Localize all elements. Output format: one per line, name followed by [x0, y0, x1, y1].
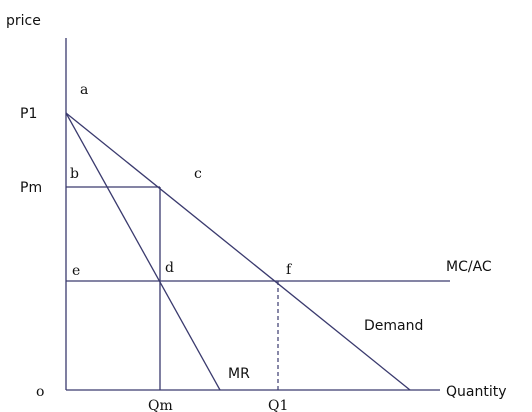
x-axis-label: Quantity [446, 384, 507, 400]
point-b-label: b [70, 166, 79, 182]
origin-label: o [36, 384, 44, 400]
pm-label: Pm [20, 180, 42, 196]
point-d-label: d [165, 260, 174, 276]
demand-curve [65, 112, 411, 391]
point-a-label: a [80, 82, 88, 98]
mr-curve [65, 112, 221, 391]
q1-label: Q1 [268, 398, 288, 412]
demand-label: Demand [364, 318, 423, 334]
y-axis-label: price [6, 13, 41, 29]
point-e-label: e [72, 263, 80, 279]
qm-label: Qm [148, 398, 173, 412]
mr-label: MR [228, 366, 250, 382]
mc-ac-label: MC/AC [446, 259, 492, 275]
point-c-label: c [194, 166, 202, 182]
p1-label: P1 [20, 106, 37, 122]
point-f-label: f [286, 262, 293, 278]
